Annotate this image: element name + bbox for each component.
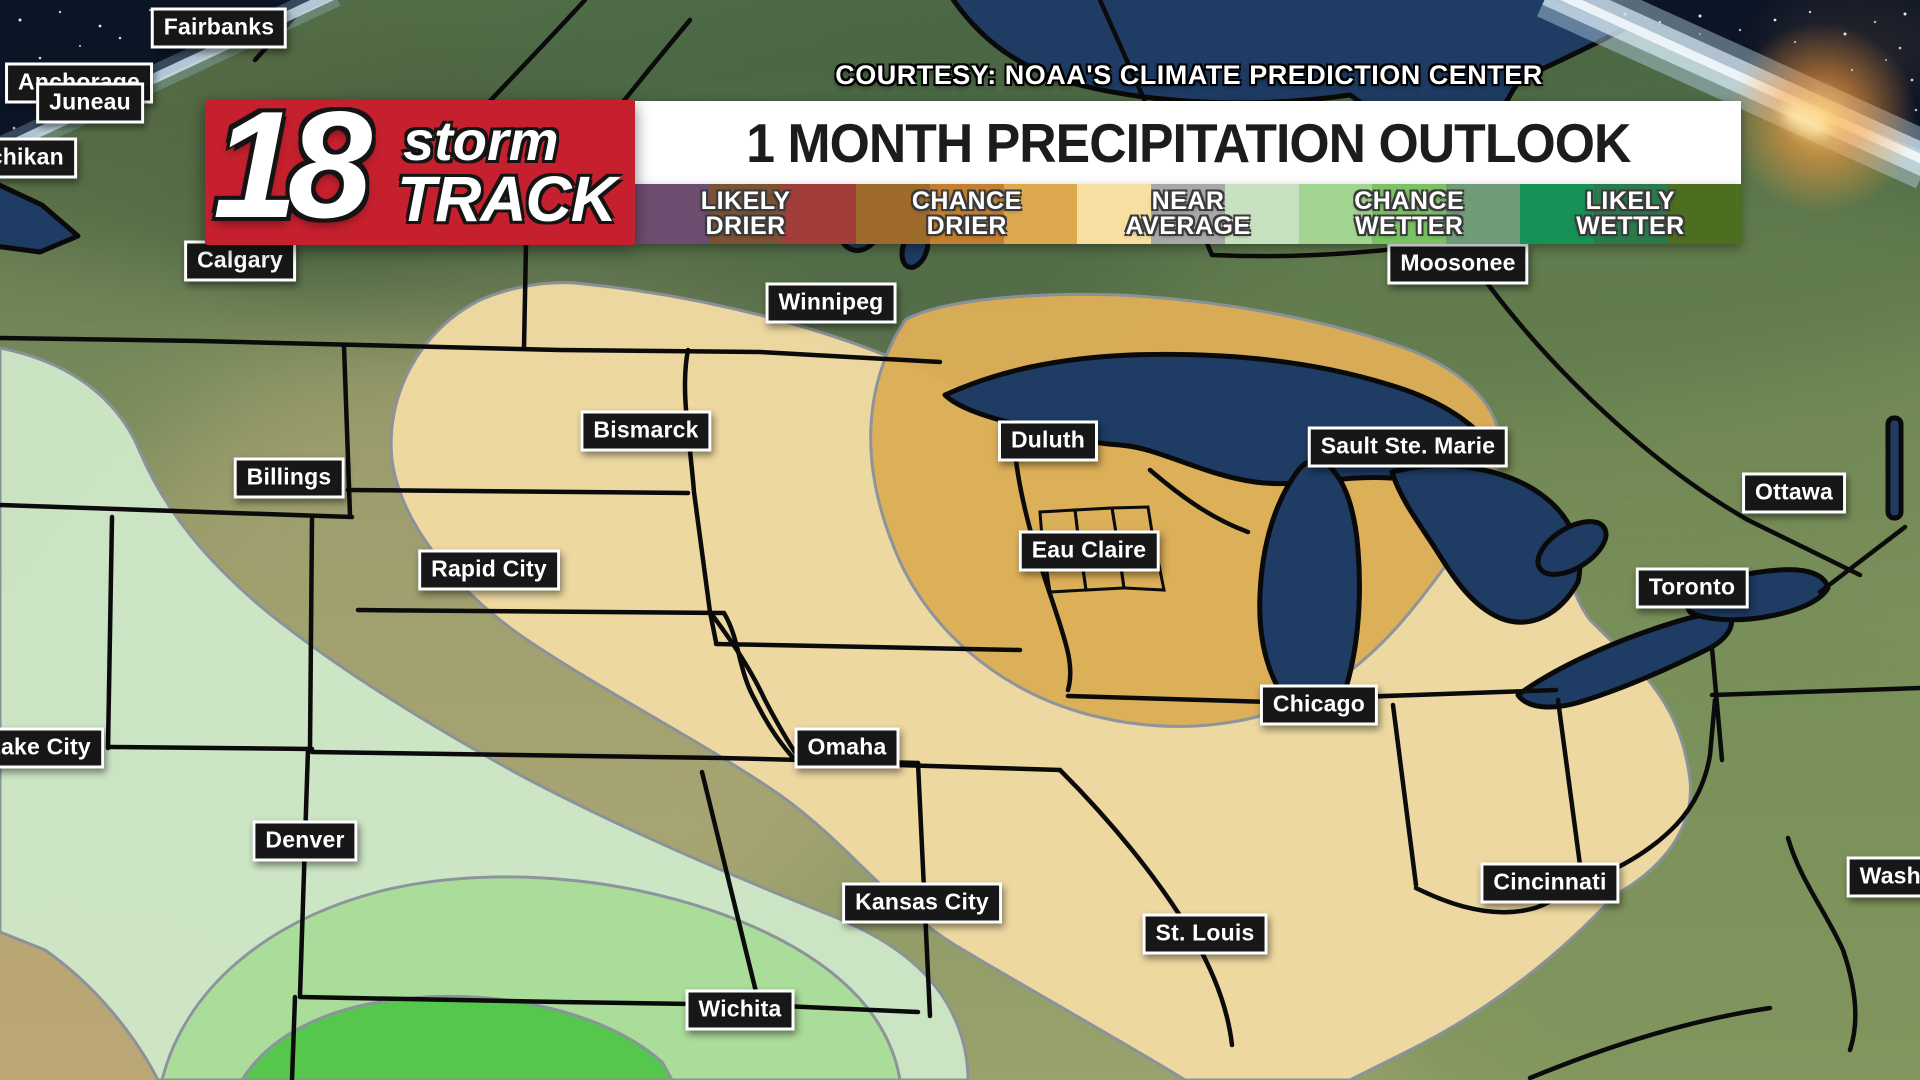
city-name: Duluth: [1010, 426, 1086, 453]
legend-label-line2: WETTER: [1354, 212, 1464, 240]
city-name: Chicago: [1272, 690, 1366, 717]
city-name: Winnipeg: [778, 288, 884, 315]
city-label: Cincinnati: [1480, 862, 1620, 904]
legend-color-cell: [1446, 184, 1520, 244]
city-label: Juneau: [36, 82, 144, 124]
legend-label-line1: LIKELY: [700, 187, 791, 215]
space-top-right: [1537, 0, 1920, 213]
city-label: Rapid City: [418, 549, 560, 591]
legend-color-cell: [1003, 184, 1078, 244]
legend-category-label: CHANCE WETTER: [1299, 184, 1520, 244]
city-name: Ottawa: [1755, 478, 1833, 505]
legend-color-cell: [1298, 184, 1373, 244]
city-name: Toronto: [1648, 573, 1736, 600]
city-name: Bismarck: [593, 416, 699, 443]
legend-category-label: NEAR AVERAGE: [1077, 184, 1298, 244]
city-name: Cincinnati: [1493, 868, 1607, 895]
city-label: Kansas City: [842, 882, 1002, 924]
legend-color-cell: [1667, 184, 1742, 244]
city-label: Salt Lake City: [0, 727, 104, 769]
city-name: Wichita: [698, 995, 782, 1022]
city-label: Bismarck: [580, 410, 712, 452]
city-name: Eau Claire: [1031, 536, 1147, 563]
station-logo: 18 storm TRACK: [205, 80, 635, 250]
legend-color-cell: [782, 184, 857, 244]
city-label: Calgary: [184, 240, 296, 282]
city-label: Eau Claire: [1018, 530, 1160, 572]
legend-color-cell: [929, 184, 1004, 244]
city-name: Denver: [265, 826, 345, 853]
city-label: Wichita: [685, 989, 795, 1031]
city-name: Washington: [1859, 862, 1920, 889]
city-label: Sault Ste. Marie: [1307, 426, 1509, 468]
legend-category: CHANCE DRIER: [856, 184, 1078, 244]
lake-erie: [1515, 610, 1735, 710]
legend-color-cell: [635, 184, 709, 244]
city-label: Toronto: [1635, 567, 1749, 609]
brand-word-storm: storm: [403, 109, 559, 172]
legend-color-cell: [1372, 184, 1447, 244]
title-banner: 1 MONTH PRECIPITATION OUTLOOK: [635, 101, 1741, 184]
city-label: Winnipeg: [765, 282, 897, 324]
city-name: Fairbanks: [163, 13, 275, 40]
city-label: Omaha: [794, 727, 900, 769]
legend-color-cell: [1519, 184, 1594, 244]
city-label: Billings: [233, 457, 345, 499]
outlook-legend: LIKELY DRIER CHANCE DRIER NEAR AVERAGE C…: [635, 184, 1742, 244]
city-name: Kansas City: [855, 888, 989, 915]
legend-color-cell: [1077, 184, 1152, 244]
region-chance-wetter-core: [240, 994, 674, 1080]
pacific-inlet: [0, 182, 81, 255]
city-label: Fairbanks: [150, 7, 288, 49]
legend-category-label: LIKELY WETTER: [1520, 184, 1741, 244]
legend-label-line2: DRIER: [926, 212, 1007, 240]
city-name: Salt Lake City: [0, 733, 91, 760]
legend-color-cell: [1593, 184, 1668, 244]
courtesy-text: COURTESY: NOAA'S CLIMATE PREDICTION CENT…: [835, 60, 1543, 90]
graphic-title: 1 MONTH PRECIPITATION OUTLOOK: [745, 111, 1631, 174]
legend-category-label: LIKELY DRIER: [635, 184, 856, 244]
legend-category-label: CHANCE DRIER: [856, 184, 1077, 244]
city-label: Moosonee: [1387, 243, 1529, 285]
city-name: Omaha: [807, 733, 887, 760]
station-number: 18: [213, 80, 372, 250]
legend-color-cell: [1151, 184, 1225, 244]
city-name: Sault Ste. Marie: [1320, 432, 1496, 459]
legend-category: LIKELY WETTER: [1519, 184, 1742, 244]
city-label: Duluth: [997, 420, 1099, 462]
city-label: St. Louis: [1142, 913, 1268, 955]
legend-color-cell: [1224, 184, 1299, 244]
city-label: Ottawa: [1742, 472, 1846, 514]
city-label: Chicago: [1259, 684, 1379, 726]
city-name: St. Louis: [1155, 919, 1255, 946]
legend-label-line2: AVERAGE: [1125, 212, 1251, 240]
legend-label-line1: NEAR: [1151, 187, 1225, 215]
city-name: Moosonee: [1400, 249, 1516, 276]
lake-huron: [1389, 463, 1583, 625]
city-label: Washington: [1846, 856, 1920, 898]
lake-champlain: [1885, 415, 1904, 521]
city-name: Rapid City: [431, 555, 547, 582]
city-name: Billings: [246, 463, 332, 490]
brand-word-track: TRACK: [397, 163, 617, 235]
legend-category: CHANCE WETTER: [1298, 184, 1520, 244]
legend-category: NEAR AVERAGE: [1077, 184, 1299, 244]
legend-label-line1: LIKELY: [1585, 187, 1676, 215]
city-name: Calgary: [197, 246, 283, 273]
legend-category: LIKELY DRIER: [635, 184, 857, 244]
city-name: Ketchikan: [0, 143, 64, 170]
legend-label-line1: CHANCE: [1354, 187, 1465, 215]
legend-label-line2: DRIER: [705, 212, 786, 240]
city-name: Juneau: [49, 88, 131, 115]
city-label: Ketchikan: [0, 137, 77, 179]
legend-label-line2: WETTER: [1576, 212, 1685, 240]
georgian-bay: [1535, 519, 1609, 577]
legend-color-cell: [856, 184, 930, 244]
legend-label-line1: CHANCE: [911, 187, 1022, 215]
city-label: Denver: [252, 820, 358, 862]
legend-color-cell: [708, 184, 783, 244]
